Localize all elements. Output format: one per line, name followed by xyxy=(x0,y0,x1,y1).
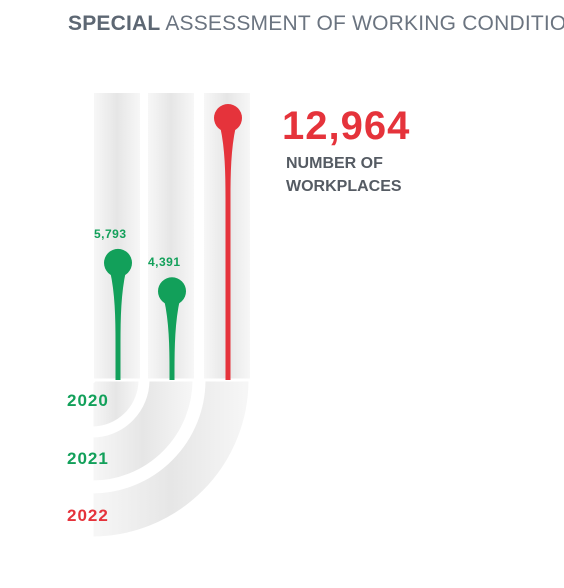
arc-2020 xyxy=(90,378,142,430)
arc-2022 xyxy=(90,378,252,540)
value-label-2021: 4,391 xyxy=(148,255,181,270)
year-label-2020: 2020 xyxy=(67,391,109,410)
highlight-value: 12,964 xyxy=(282,104,411,148)
year-label-2022: 2022 xyxy=(67,506,109,525)
bar-stem-2022 xyxy=(220,126,236,380)
arc-2021 xyxy=(90,378,196,484)
bar-bulb-2022 xyxy=(214,104,242,132)
year-label-2021: 2021 xyxy=(67,449,109,468)
chart-title: SPECIAL ASSESSMENT OF WORKING CONDITIONS xyxy=(68,12,564,36)
value-label-2020: 5,793 xyxy=(94,226,127,241)
background-arcs xyxy=(90,378,252,540)
bar-stem-2021 xyxy=(164,299,180,380)
bar-stem-2020 xyxy=(110,270,126,380)
bar-marks xyxy=(104,104,242,380)
bar-2022 xyxy=(214,104,242,380)
highlight-label: NUMBER OF WORKPLACES xyxy=(286,155,402,195)
title-rest: ASSESSMENT OF WORKING CONDITIONS xyxy=(165,12,564,35)
title-bold: SPECIAL xyxy=(68,12,161,35)
bar-2021 xyxy=(158,277,186,380)
bar-bulb-2021 xyxy=(158,277,186,306)
bar-2020 xyxy=(104,248,132,380)
bar-bulb-2020 xyxy=(104,248,132,277)
